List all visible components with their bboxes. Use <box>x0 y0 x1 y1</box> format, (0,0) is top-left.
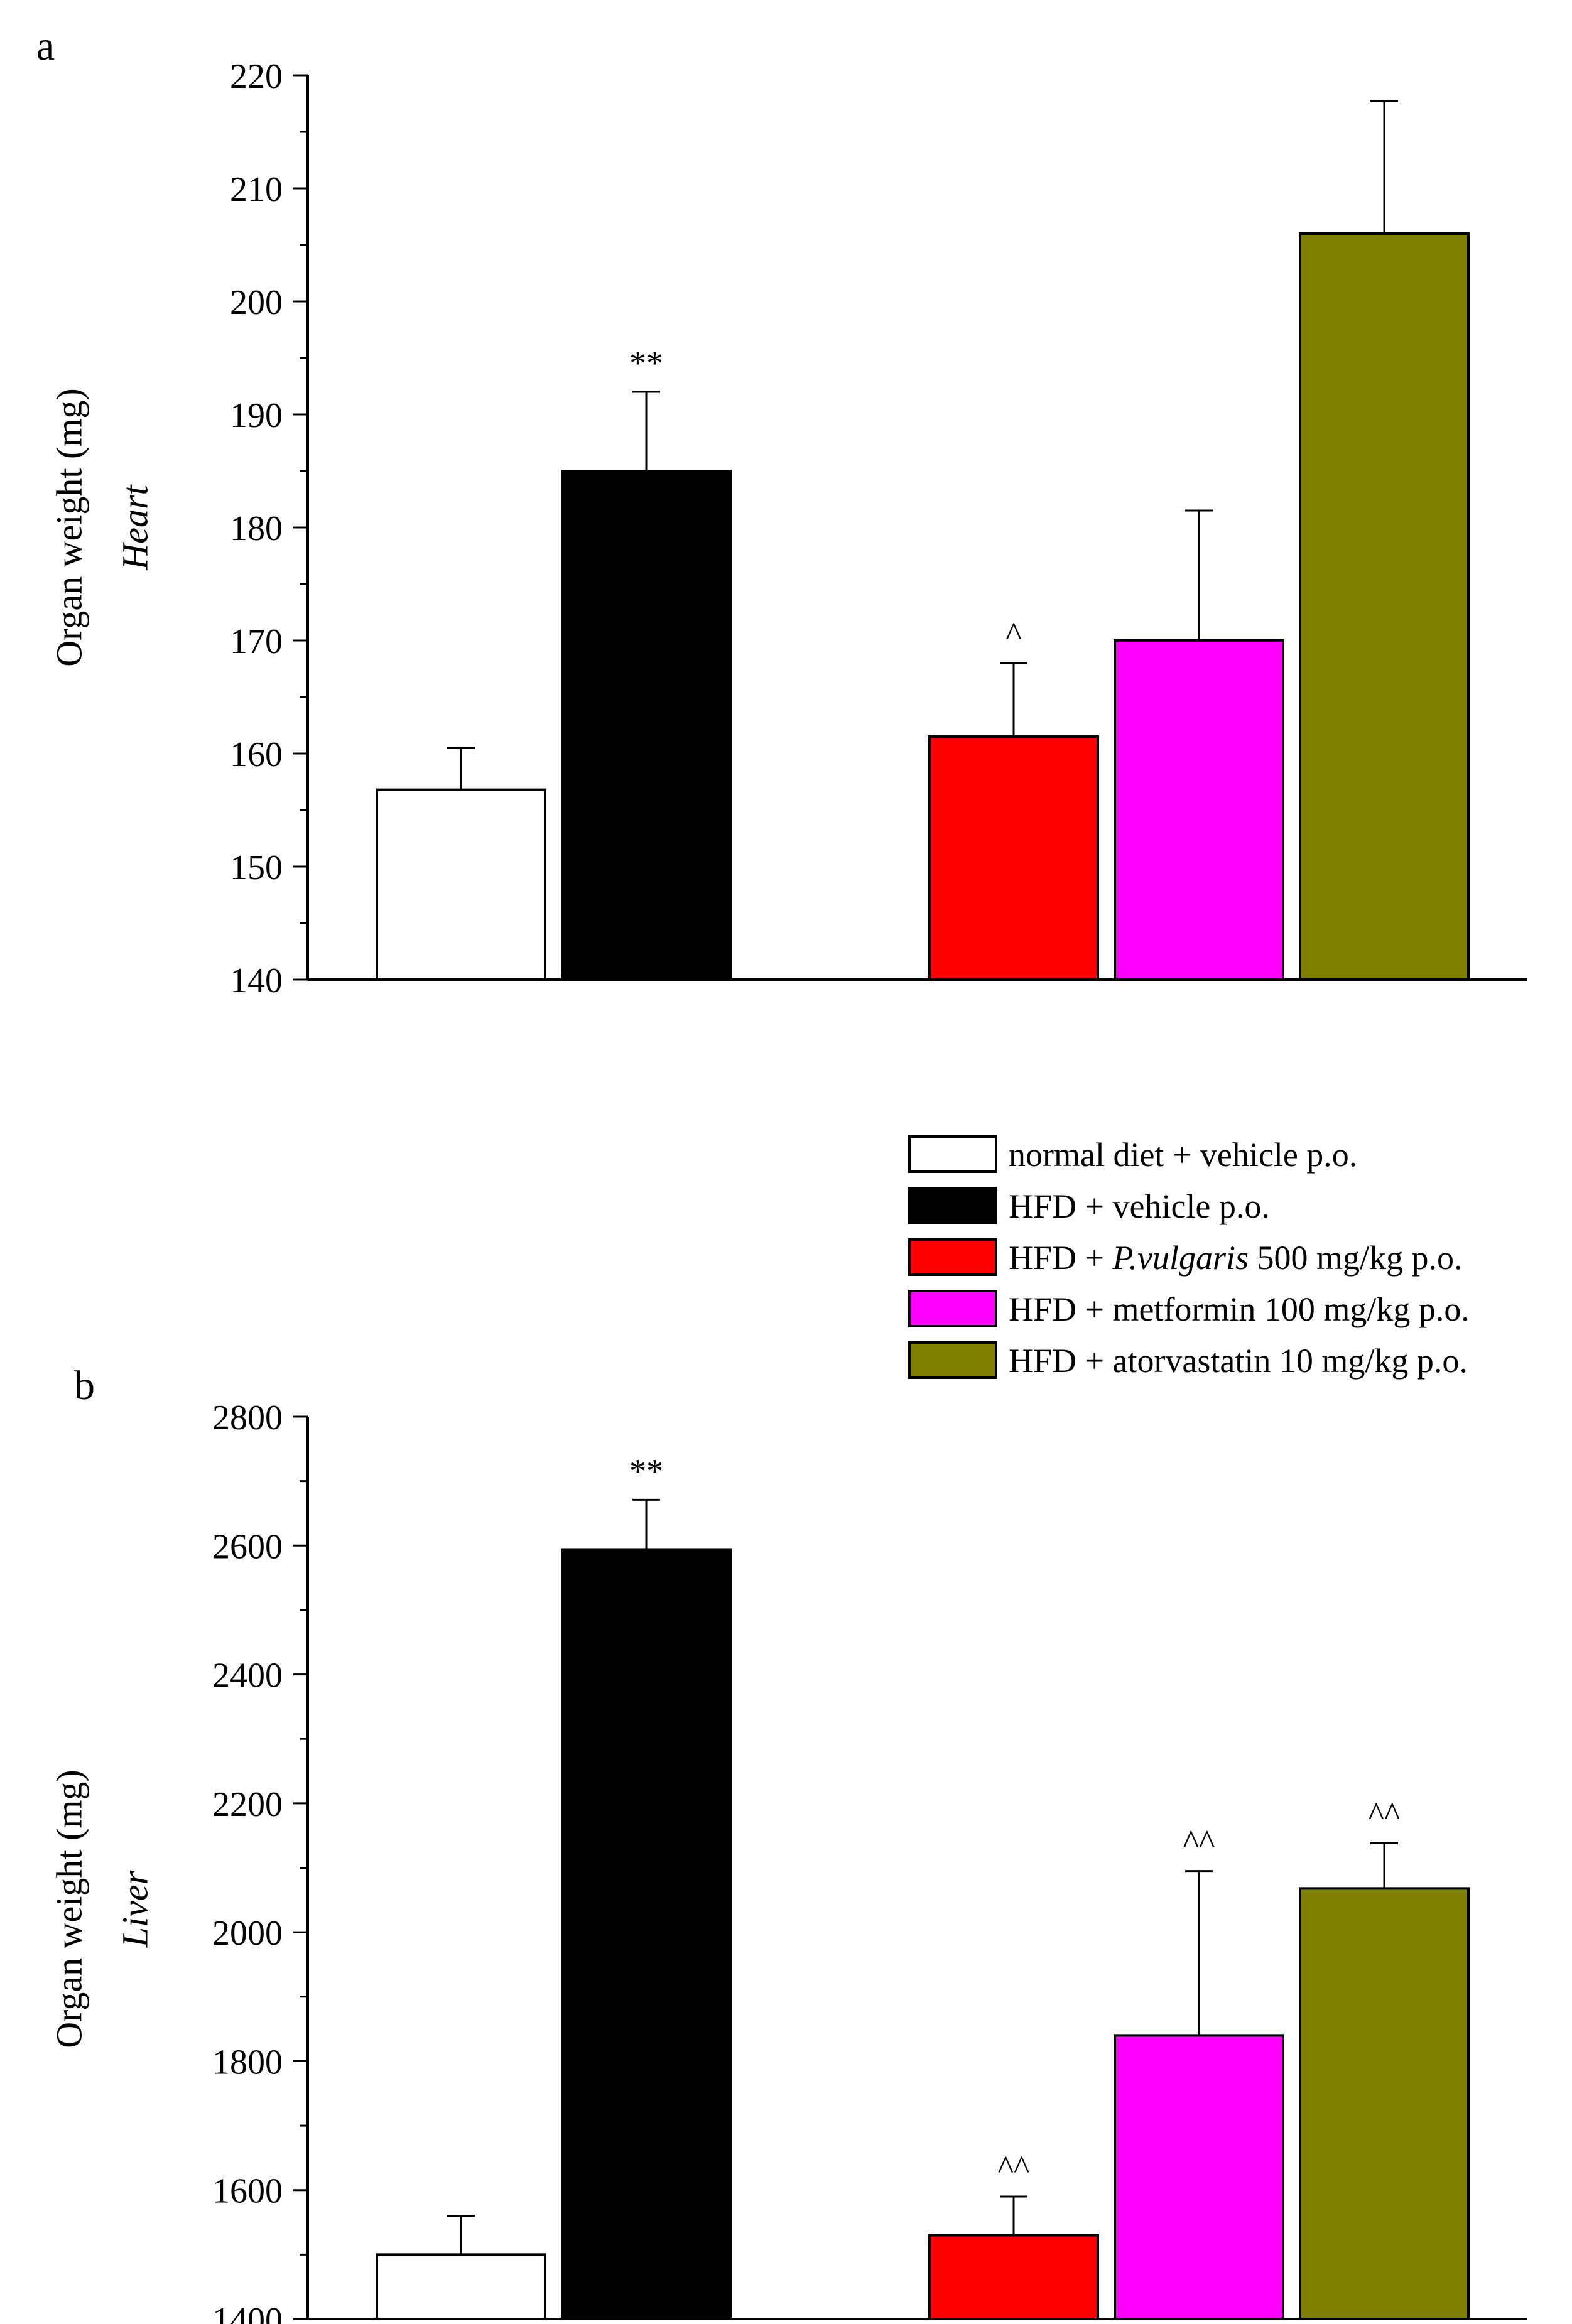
legend-label: HFD + P.vulgaris 500 mg/kg p.o. <box>1009 1239 1463 1277</box>
y-tick-label: 2800 <box>212 1398 283 1437</box>
bar <box>1114 2034 1284 2320</box>
bar <box>376 2253 546 2321</box>
legend-label-part: 500 mg/kg p.o. <box>1249 1239 1463 1277</box>
panel-label: a <box>36 23 55 69</box>
y-tick-label: 150 <box>230 848 283 887</box>
y-axis-label: Organ weight (mg) <box>49 388 90 667</box>
legend-label-part: normal diet + vehicle p.o. <box>1009 1136 1357 1174</box>
legend-label: HFD + atorvastatin 10 mg/kg p.o. <box>1009 1342 1468 1380</box>
legend-label-part: HFD + metformin 100 mg/kg p.o. <box>1009 1290 1470 1328</box>
y-tick-label: 220 <box>230 57 283 96</box>
y-tick-label: 2200 <box>212 1785 283 1824</box>
y-tick-label: 180 <box>230 509 283 548</box>
y-axis-label: Organ weight (mg) <box>49 1770 90 2048</box>
panel-b-liver-chart: b 1400 1600 1800 2000 2200 2400 2600 2800 ** ^^ ^^ ^… <box>49 1363 1527 2324</box>
significance-marker: ** <box>629 344 663 382</box>
y-tick-label: 2400 <box>212 1657 283 1695</box>
legend-swatch <box>908 1135 997 1173</box>
legend-label-part: HFD + atorvastatin 10 mg/kg p.o. <box>1009 1342 1468 1380</box>
legend-label: normal diet + vehicle p.o. <box>1009 1136 1357 1174</box>
legend-label: HFD + vehicle p.o. <box>1009 1187 1270 1225</box>
y-tick-label: 190 <box>230 396 283 435</box>
y-tick-label: 1800 <box>212 2043 283 2082</box>
y-tick-label: 1400 <box>212 2301 283 2324</box>
y-tick-label: 210 <box>230 170 283 209</box>
significance-marker: ^^ <box>1369 1795 1401 1833</box>
y-tick-label: 140 <box>230 961 283 1000</box>
y-tick-label: 200 <box>230 283 283 322</box>
significance-marker: ^ <box>1006 615 1021 653</box>
bar <box>376 788 546 981</box>
y-tick-label: 160 <box>230 735 283 774</box>
legend-swatch <box>908 1187 997 1224</box>
bar <box>928 2234 1099 2320</box>
y-tick-label: 2600 <box>212 1527 283 1566</box>
y-tick-label: 2000 <box>212 1914 283 1953</box>
significance-marker: ^^ <box>1183 1824 1215 1861</box>
panel-label: b <box>74 1363 95 1408</box>
legend-label-part: HFD + <box>1009 1239 1112 1277</box>
legend-label: HFD + metformin 100 mg/kg p.o. <box>1009 1290 1470 1328</box>
significance-marker: ** <box>629 1452 663 1489</box>
bar <box>561 470 732 981</box>
bar <box>1114 639 1284 981</box>
bar <box>1299 232 1470 981</box>
bar <box>1299 1887 1470 2320</box>
bar <box>561 1548 732 2320</box>
legend: normal diet + vehicle p.o. HFD + vehicle … <box>908 1135 1470 1380</box>
bar <box>928 735 1099 981</box>
legend-label-part: HFD + vehicle p.o. <box>1009 1187 1270 1225</box>
y-axis-sublabel: Heart <box>115 484 156 570</box>
legend-swatch <box>908 1341 997 1379</box>
legend-swatch <box>908 1238 997 1276</box>
legend-swatch <box>908 1290 997 1327</box>
legend-label-part: P.vulgaris <box>1112 1239 1249 1277</box>
panel-a-heart-chart: a 140 150 160 170 180 190 200 210 220 ** ^ Organ wei… <box>36 23 1527 1000</box>
y-axis-sublabel: Liver <box>115 1870 156 1948</box>
y-tick-label: 1600 <box>212 2172 283 2211</box>
significance-marker: ^^ <box>998 2149 1030 2186</box>
y-tick-label: 170 <box>230 622 283 661</box>
